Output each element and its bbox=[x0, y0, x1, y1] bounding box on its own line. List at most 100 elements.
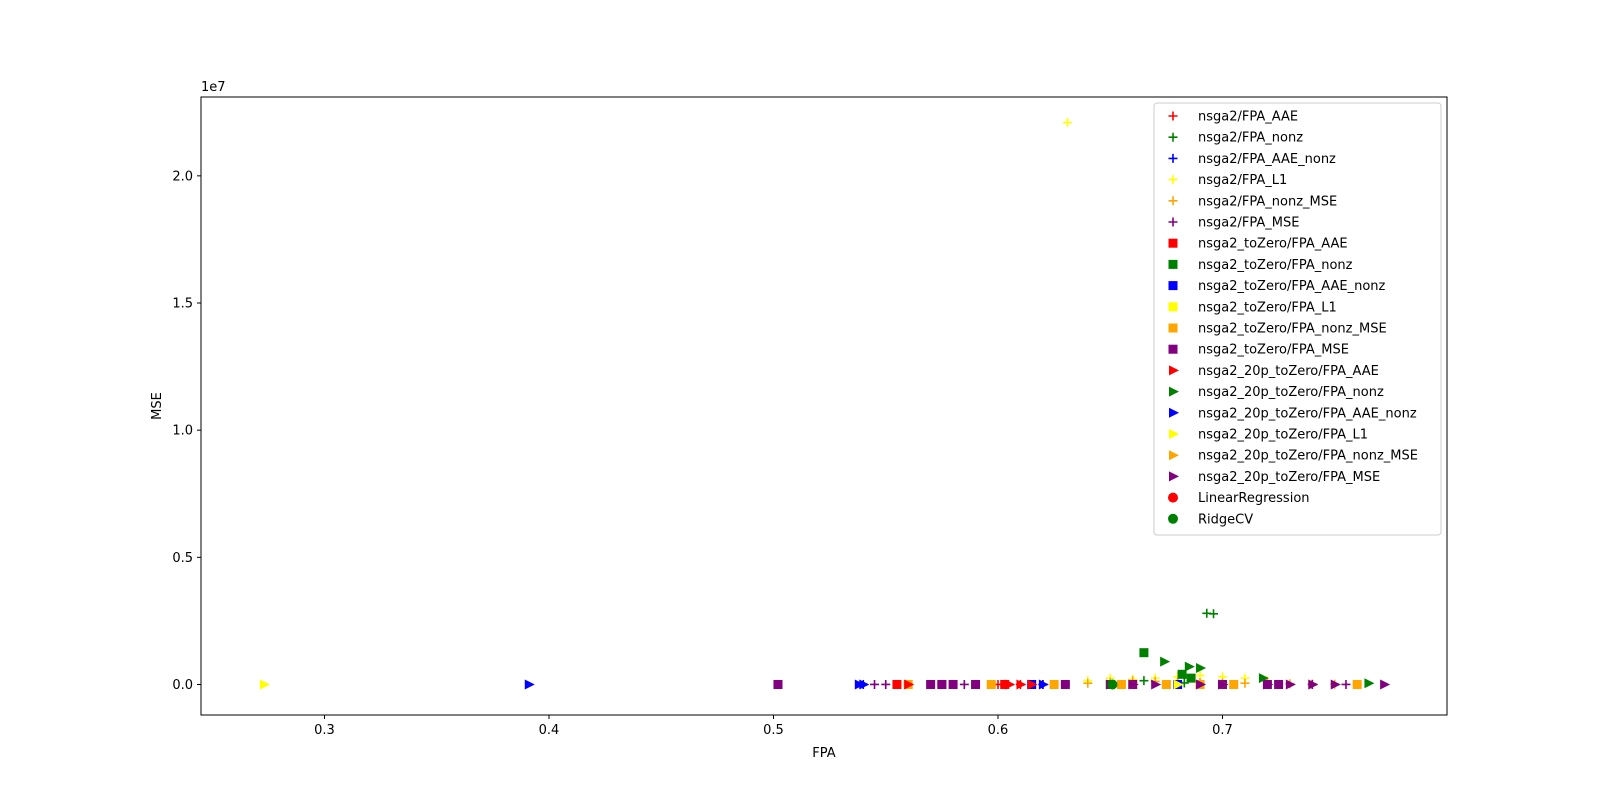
data-point bbox=[1196, 679, 1207, 690]
data-point bbox=[859, 679, 870, 690]
data-point bbox=[1229, 679, 1239, 689]
legend-label: RidgeCV bbox=[1198, 512, 1253, 527]
legend-entry: nsga2_20p_toZero/FPA_nonz bbox=[1169, 385, 1384, 400]
x-tick-label: 0.7 bbox=[1212, 723, 1233, 738]
data-point bbox=[1364, 678, 1375, 689]
legend-marker bbox=[1168, 111, 1178, 121]
data-point bbox=[937, 679, 947, 689]
data-point bbox=[1258, 673, 1269, 684]
legend-label: nsga2_20p_toZero/FPA_nonz_MSE bbox=[1198, 449, 1418, 464]
legend-marker bbox=[1169, 429, 1179, 439]
data-point bbox=[1184, 661, 1195, 672]
legend-marker bbox=[1168, 513, 1178, 524]
legend-label: nsga2_20p_toZero/FPA_nonz bbox=[1198, 385, 1384, 400]
legend-marker bbox=[1168, 153, 1178, 163]
legend-label: LinearRegression bbox=[1198, 491, 1310, 506]
legend-label: nsga2/FPA_L1 bbox=[1198, 173, 1287, 188]
legend-marker bbox=[1168, 238, 1178, 248]
legend-label: nsga2_toZero/FPA_nonz_MSE bbox=[1198, 322, 1387, 337]
data-point bbox=[1116, 679, 1126, 689]
data-point bbox=[1060, 679, 1070, 689]
legend-label: nsga2_toZero/FPA_AAE bbox=[1198, 237, 1348, 252]
legend-entry: nsga2_toZero/FPA_L1 bbox=[1168, 300, 1337, 315]
data-point bbox=[1196, 662, 1207, 673]
legend-marker bbox=[1168, 323, 1178, 333]
legend-label: nsga2_20p_toZero/FPA_MSE bbox=[1198, 470, 1380, 485]
y-tick-label: 0.0 bbox=[172, 678, 193, 693]
data-point bbox=[1107, 679, 1118, 690]
y-axis-label: MSE bbox=[150, 392, 165, 420]
data-point bbox=[892, 679, 902, 689]
data-point bbox=[1352, 679, 1362, 689]
legend-marker bbox=[1168, 196, 1178, 206]
legend-entry: nsga2/FPA_AAE_nonz bbox=[1168, 152, 1336, 167]
x-axis-label: FPA bbox=[812, 746, 835, 761]
legend-entry: nsga2_20p_toZero/FPA_AAE bbox=[1169, 364, 1379, 379]
legend-label: nsga2/FPA_nonz bbox=[1198, 131, 1303, 146]
data-point bbox=[773, 679, 783, 689]
data-point bbox=[1380, 679, 1391, 690]
legend-label: nsga2_toZero/FPA_AAE_nonz bbox=[1198, 279, 1386, 294]
legend-label: nsga2_20p_toZero/FPA_AAE_nonz bbox=[1198, 406, 1417, 421]
legend-entry: nsga2/FPA_nonz bbox=[1168, 131, 1303, 146]
legend-marker bbox=[1168, 302, 1178, 312]
legend-entry: nsga2_20p_toZero/FPA_L1 bbox=[1169, 428, 1368, 443]
legend-marker bbox=[1169, 471, 1179, 482]
data-point bbox=[926, 679, 936, 689]
data-point bbox=[1263, 679, 1274, 690]
legend-entry: nsga2_toZero/FPA_nonz bbox=[1168, 258, 1353, 273]
data-point bbox=[1128, 679, 1139, 690]
x-tick-label: 0.3 bbox=[314, 723, 335, 738]
legend-entry: nsga2_20p_toZero/FPA_AAE_nonz bbox=[1169, 406, 1417, 421]
legend-marker bbox=[1169, 450, 1179, 461]
legend-marker bbox=[1168, 217, 1178, 227]
legend-marker bbox=[1168, 344, 1178, 354]
legend-label: nsga2_toZero/FPA_nonz bbox=[1198, 258, 1353, 273]
data-point bbox=[1063, 117, 1073, 127]
data-point bbox=[1083, 678, 1093, 688]
y-tick-label: 1.0 bbox=[172, 424, 193, 439]
data-point bbox=[959, 679, 969, 689]
data-point bbox=[1151, 679, 1162, 690]
data-marks bbox=[259, 117, 1391, 690]
data-point bbox=[881, 679, 891, 689]
data-point bbox=[1049, 679, 1059, 689]
data-point bbox=[1027, 679, 1038, 690]
legend-label: nsga2_20p_toZero/FPA_AAE bbox=[1198, 364, 1379, 379]
legend-entry: nsga2/FPA_nonz_MSE bbox=[1168, 194, 1337, 209]
data-point bbox=[1209, 609, 1219, 619]
legend-marker bbox=[1168, 175, 1178, 185]
data-point bbox=[1005, 679, 1016, 690]
data-point bbox=[1139, 676, 1149, 686]
y-tick-label: 1.5 bbox=[172, 297, 193, 312]
legend: nsga2/FPA_AAE nsga2/FPA_nonz nsga2/FPA_AAE… bbox=[1153, 102, 1442, 536]
data-point bbox=[1038, 679, 1049, 690]
data-point bbox=[904, 679, 915, 690]
data-point bbox=[948, 679, 958, 689]
data-point bbox=[1000, 679, 1010, 689]
data-point bbox=[1139, 648, 1149, 658]
data-point bbox=[1186, 673, 1196, 683]
legend-entry: nsga2_toZero/FPA_AAE_nonz bbox=[1168, 279, 1386, 294]
data-point bbox=[1016, 679, 1027, 690]
data-point bbox=[971, 679, 981, 689]
axes: 0.3 0.4 0.5 0.6 0.7 0.0 0.5 1.0 1.5 2.0 1e7 FPA MSE bbox=[150, 80, 1448, 761]
data-point bbox=[1308, 679, 1319, 690]
legend-entry: nsga2_toZero/FPA_nonz_MSE bbox=[1168, 322, 1387, 337]
legend-box bbox=[1153, 102, 1442, 536]
data-point bbox=[1285, 679, 1296, 690]
data-point bbox=[1330, 679, 1341, 690]
data-point bbox=[870, 679, 880, 689]
y-tick-label: 2.0 bbox=[172, 169, 193, 184]
data-point bbox=[1240, 678, 1250, 688]
x-tick-label: 0.4 bbox=[539, 723, 560, 738]
x-tick-label: 0.5 bbox=[763, 723, 784, 738]
data-point bbox=[1161, 679, 1171, 689]
legend-label: nsga2/FPA_MSE bbox=[1198, 216, 1299, 231]
y-tick-label: 0.5 bbox=[172, 551, 193, 566]
data-point bbox=[1341, 679, 1351, 689]
data-point bbox=[1218, 679, 1229, 690]
legend-entry: nsga2_20p_toZero/FPA_MSE bbox=[1169, 470, 1380, 485]
data-point bbox=[1173, 679, 1184, 690]
